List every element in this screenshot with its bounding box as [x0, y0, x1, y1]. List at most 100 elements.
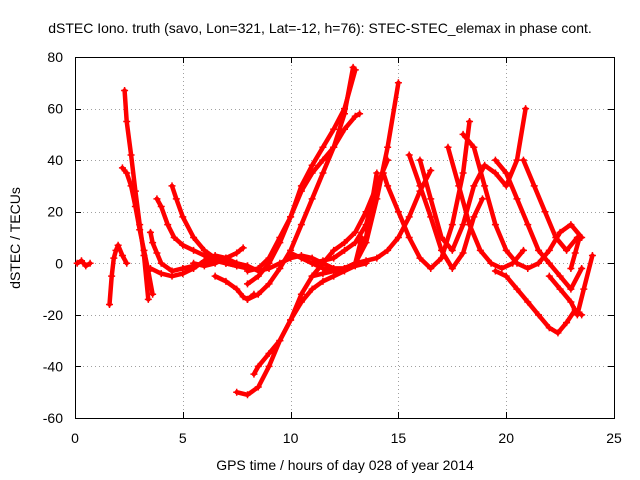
data-series: [379, 117, 474, 272]
data-point: [265, 264, 273, 272]
x-tick-label: 20: [498, 430, 514, 446]
data-point: [243, 295, 251, 303]
data-point: [243, 280, 251, 288]
data-point: [127, 151, 135, 159]
data-point: [243, 391, 251, 399]
data-point: [545, 272, 553, 280]
data-point: [502, 272, 510, 280]
data-point: [573, 311, 581, 319]
data-point: [287, 249, 295, 257]
data-point: [491, 156, 499, 164]
data-point: [211, 252, 219, 260]
data-point: [265, 362, 273, 370]
data-point: [105, 301, 113, 309]
data-point: [190, 234, 198, 241]
data-point: [563, 319, 571, 327]
data-point: [491, 267, 499, 275]
data-point: [513, 259, 521, 267]
y-tick-label: 80: [47, 49, 63, 65]
data-point: [222, 277, 230, 285]
data-point: [308, 272, 316, 280]
data-point: [168, 182, 176, 190]
data-series: [405, 151, 486, 272]
data-point: [170, 234, 178, 241]
data-point: [427, 166, 435, 174]
data-point: [466, 221, 474, 229]
data-point: [470, 182, 478, 190]
y-tick-label: 0: [55, 255, 63, 271]
data-point: [179, 213, 187, 221]
data-point: [351, 259, 359, 267]
data-point: [233, 388, 241, 396]
data-point: [459, 249, 467, 257]
data-point: [502, 246, 510, 254]
series-line: [234, 261, 369, 398]
data-point: [123, 169, 131, 177]
y-tick-label: 60: [47, 101, 63, 117]
data-point: [265, 254, 273, 262]
data-point: [149, 239, 157, 247]
data-point: [190, 246, 198, 254]
data-series: [243, 110, 364, 275]
data-point: [330, 267, 338, 275]
data-point: [121, 87, 129, 95]
data-point: [164, 221, 172, 229]
data-point: [341, 105, 348, 113]
data-point: [254, 267, 262, 275]
data-point: [77, 257, 85, 265]
data-point: [563, 246, 571, 254]
data-point: [416, 156, 424, 164]
data-point: [265, 350, 273, 358]
data-point: [123, 117, 131, 125]
data-point: [136, 226, 144, 234]
data-point: [341, 125, 348, 133]
data-point: [351, 112, 359, 120]
data-point: [478, 195, 486, 203]
data-point: [427, 195, 435, 203]
data-point: [552, 234, 560, 241]
data-point: [571, 249, 579, 257]
y-tick-label: -60: [43, 410, 63, 426]
data-point: [373, 169, 381, 177]
data-point: [265, 280, 273, 288]
y-tick-label: -20: [43, 307, 63, 323]
series-line: [521, 157, 580, 253]
data-point: [222, 257, 230, 265]
ticks: [75, 57, 615, 419]
data-point: [444, 143, 452, 151]
data-point: [545, 259, 553, 267]
data-point: [82, 262, 90, 270]
data-point: [524, 221, 532, 229]
data-point: [470, 143, 478, 151]
data-point: [545, 324, 553, 332]
data-point: [297, 254, 305, 262]
data-point: [554, 329, 562, 337]
data-point: [513, 285, 521, 293]
data-point: [491, 169, 499, 177]
data-point: [297, 290, 305, 298]
series-line: [120, 165, 155, 297]
data-point: [308, 161, 316, 169]
data-point: [567, 221, 575, 229]
data-point: [341, 246, 348, 254]
data-point: [157, 259, 165, 267]
data-point: [502, 169, 510, 177]
data-point: [250, 370, 258, 378]
data-point: [459, 221, 467, 229]
data-point: [481, 161, 489, 169]
data-point: [394, 234, 402, 241]
data-point: [276, 337, 284, 345]
data-point: [341, 239, 348, 247]
data-point: [118, 252, 126, 260]
data-point: [394, 79, 402, 87]
data-point: [448, 264, 456, 272]
data-point: [276, 259, 284, 267]
data-point: [438, 234, 446, 241]
data-point: [239, 293, 247, 301]
data-point: [459, 130, 467, 138]
data-point: [330, 254, 338, 262]
data-point: [519, 246, 527, 254]
data-series: [351, 166, 435, 267]
data-series: [118, 164, 157, 298]
data-point: [373, 254, 381, 262]
